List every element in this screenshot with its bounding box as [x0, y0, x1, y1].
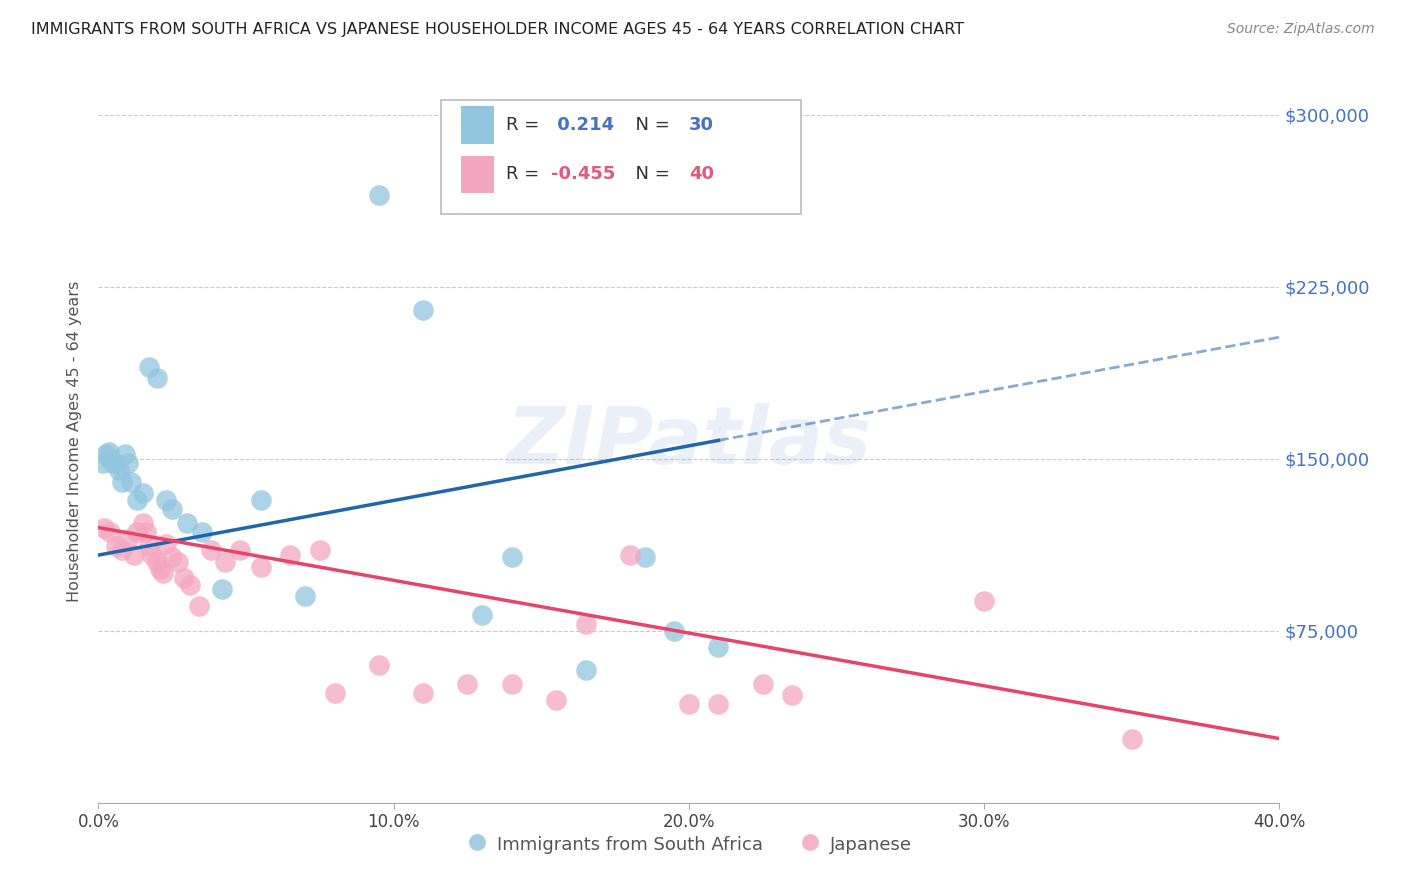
FancyBboxPatch shape: [441, 100, 801, 214]
Point: [457, 676, 479, 690]
Point: [309, 543, 332, 558]
Text: 40: 40: [689, 165, 714, 184]
Point: [111, 475, 134, 489]
FancyBboxPatch shape: [461, 155, 494, 194]
Point: [179, 578, 201, 592]
Point: [173, 571, 195, 585]
Point: [105, 456, 128, 470]
Text: 0.214: 0.214: [551, 116, 614, 135]
Point: [98, 451, 121, 466]
Point: [323, 686, 346, 700]
Point: [575, 663, 598, 677]
Point: [111, 543, 134, 558]
Y-axis label: Householder Income Ages 45 - 64 years: Householder Income Ages 45 - 64 years: [67, 281, 83, 602]
Point: [200, 543, 222, 558]
Point: [146, 555, 169, 569]
Point: [1121, 731, 1143, 746]
FancyBboxPatch shape: [461, 106, 494, 144]
Text: Source: ZipAtlas.com: Source: ZipAtlas.com: [1227, 22, 1375, 37]
Point: [162, 502, 183, 516]
Point: [214, 555, 236, 569]
Point: [619, 548, 641, 562]
Point: [250, 559, 273, 574]
Text: 30: 30: [689, 116, 714, 135]
Point: [187, 599, 209, 613]
Point: [125, 493, 148, 508]
Point: [91, 456, 114, 470]
Point: [294, 590, 316, 604]
Point: [176, 516, 198, 530]
Point: [782, 688, 804, 702]
Point: [191, 525, 214, 540]
Point: [471, 607, 494, 622]
Text: IMMIGRANTS FROM SOUTH AFRICA VS JAPANESE HOUSEHOLDER INCOME AGES 45 - 64 YEARS C: IMMIGRANTS FROM SOUTH AFRICA VS JAPANESE…: [31, 22, 965, 37]
Point: [707, 697, 730, 711]
Point: [412, 686, 434, 700]
Point: [280, 548, 302, 562]
Text: R =: R =: [506, 116, 546, 135]
Point: [141, 548, 163, 562]
Point: [664, 624, 686, 638]
Point: [138, 539, 160, 553]
Point: [117, 532, 139, 546]
Point: [250, 493, 273, 508]
Point: [501, 676, 523, 690]
Legend: Immigrants from South Africa, Japanese: Immigrants from South Africa, Japanese: [458, 826, 920, 863]
Point: [973, 594, 995, 608]
Point: [120, 475, 142, 489]
Point: [752, 676, 775, 690]
Point: [94, 447, 117, 461]
Point: [149, 562, 172, 576]
Point: [575, 616, 598, 631]
Point: [167, 555, 190, 569]
Point: [117, 456, 139, 470]
Point: [368, 188, 391, 202]
Point: [368, 658, 391, 673]
Point: [155, 493, 177, 508]
Point: [114, 447, 136, 461]
Point: [229, 543, 252, 558]
Point: [105, 539, 128, 553]
Point: [546, 692, 568, 706]
Point: [103, 456, 125, 470]
Point: [132, 486, 155, 500]
Point: [125, 525, 148, 540]
Point: [152, 566, 174, 581]
Point: [162, 550, 183, 565]
Point: [93, 520, 115, 534]
Point: [678, 697, 700, 711]
Point: [155, 536, 177, 550]
Point: [501, 550, 523, 565]
Point: [138, 359, 160, 374]
Text: -0.455: -0.455: [551, 165, 616, 184]
Point: [122, 548, 145, 562]
Text: N =: N =: [624, 165, 675, 184]
Point: [634, 550, 657, 565]
Text: R =: R =: [506, 165, 546, 184]
Text: N =: N =: [624, 116, 675, 135]
Point: [97, 445, 120, 459]
Point: [146, 371, 169, 385]
Text: ZIPatlas: ZIPatlas: [506, 402, 872, 481]
Point: [108, 463, 131, 477]
Point: [135, 525, 157, 540]
Point: [132, 516, 155, 530]
Point: [98, 525, 121, 540]
Point: [211, 582, 233, 597]
Point: [412, 302, 434, 317]
Point: [707, 640, 730, 654]
